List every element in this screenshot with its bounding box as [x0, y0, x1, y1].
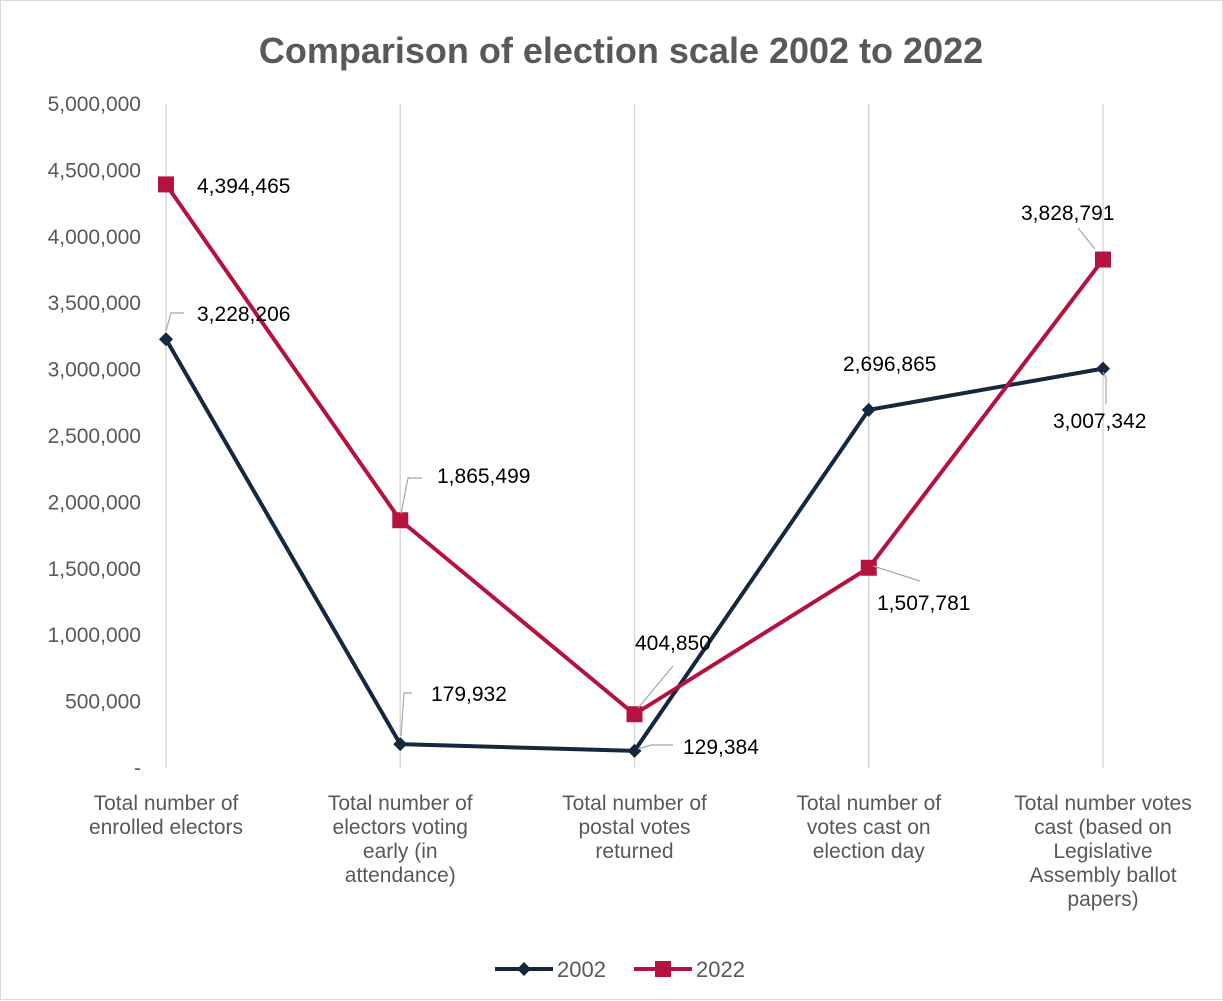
- y-tick-label: 2,500,000: [48, 425, 141, 448]
- y-tick-label: 4,500,000: [48, 159, 141, 182]
- y-tick-label: 1,000,000: [48, 624, 141, 647]
- legend-item-2002: 2002: [495, 957, 606, 982]
- y-tick-label: 5,000,000: [48, 93, 141, 116]
- x-category-label-line: Total number of: [328, 792, 473, 815]
- x-category-label-line: early (in: [363, 840, 438, 863]
- leader-line: [1102, 371, 1107, 404]
- x-category-label-line: attendance): [345, 864, 456, 887]
- x-category-label-line: Assembly ballot: [1029, 864, 1176, 887]
- series-2002: [159, 332, 1110, 758]
- legend: 2002 2022: [495, 957, 745, 982]
- leader-line: [400, 477, 422, 515]
- leader-line: [1077, 227, 1096, 250]
- y-tick-label: 3,000,000: [48, 359, 141, 382]
- data-point-2022: [860, 559, 877, 576]
- grid-lines: [165, 104, 1104, 768]
- data-point-2002: [393, 737, 408, 752]
- legend-diamond-marker: [517, 962, 531, 976]
- y-tick-label: 4,000,000: [48, 226, 141, 249]
- x-category-label-line: returned: [595, 840, 673, 863]
- x-category-label-line: electors voting: [333, 816, 468, 839]
- legend-square-marker: [655, 961, 671, 977]
- data-point-2002: [1096, 361, 1110, 376]
- legend-label: 2022: [696, 957, 745, 982]
- data-label-2022: 404,850: [635, 632, 711, 655]
- leader-line: [637, 744, 673, 750]
- y-tick-label: -: [134, 757, 141, 780]
- data-point-2022: [1095, 251, 1111, 268]
- chart-title: Comparison of election scale 2002 to 202…: [259, 30, 983, 71]
- legend-item-2022: 2022: [634, 957, 745, 982]
- y-tick-label: 2,000,000: [48, 491, 141, 514]
- label-leader-lines: [165, 227, 1107, 750]
- data-label-2002: 2,696,865: [843, 353, 936, 376]
- data-label-2002: 3,228,206: [197, 303, 290, 326]
- y-tick-label: 3,500,000: [48, 292, 141, 315]
- data-label-2022: 4,394,465: [197, 175, 290, 198]
- x-category-label-line: Total number of: [94, 792, 239, 815]
- data-label-2002: 129,384: [683, 736, 759, 759]
- x-category-label-line: papers): [1067, 888, 1138, 911]
- data-label-2022: 1,507,781: [877, 592, 970, 615]
- data-labels: 3,228,206 179,932 129,384 2,696,865 3,007,34…: [197, 175, 1146, 759]
- data-point-2022: [158, 176, 174, 193]
- leader-line: [165, 312, 184, 332]
- data-label-2022: 3,828,791: [1021, 202, 1114, 225]
- y-axis-ticks: - 500,000 1,000,000 1,500,000 2,000,000 2,500…: [48, 93, 141, 780]
- x-category-label-line: votes cast on: [807, 816, 931, 839]
- series-2022: [158, 176, 1111, 723]
- x-category-label-line: Total number of: [796, 792, 941, 815]
- legend-label: 2002: [557, 957, 606, 982]
- x-category-label-line: postal votes: [578, 816, 690, 839]
- x-category-label-line: enrolled electors: [89, 816, 243, 839]
- x-category-label-line: election day: [813, 840, 926, 863]
- data-label-2002: 179,932: [431, 683, 507, 706]
- series-lines: [158, 176, 1111, 758]
- x-category-label-line: cast (based on: [1034, 816, 1172, 839]
- data-point-2002: [627, 743, 642, 758]
- data-point-2022: [626, 706, 643, 723]
- data-label-2002: 3,007,342: [1053, 410, 1146, 433]
- leader-line: [400, 692, 412, 737]
- y-tick-label: 1,500,000: [48, 558, 141, 581]
- data-label-2022: 1,865,499: [437, 465, 530, 488]
- y-tick-label: 500,000: [65, 691, 141, 714]
- x-category-label-line: Legislative: [1053, 840, 1152, 863]
- x-category-label-line: Total number votes: [1014, 792, 1191, 815]
- data-point-2002: [861, 402, 876, 417]
- leader-line: [637, 665, 674, 709]
- leader-line: [872, 565, 921, 582]
- data-point-2002: [159, 332, 173, 347]
- data-point-2022: [392, 512, 409, 529]
- x-category-label-line: Total number of: [562, 792, 707, 815]
